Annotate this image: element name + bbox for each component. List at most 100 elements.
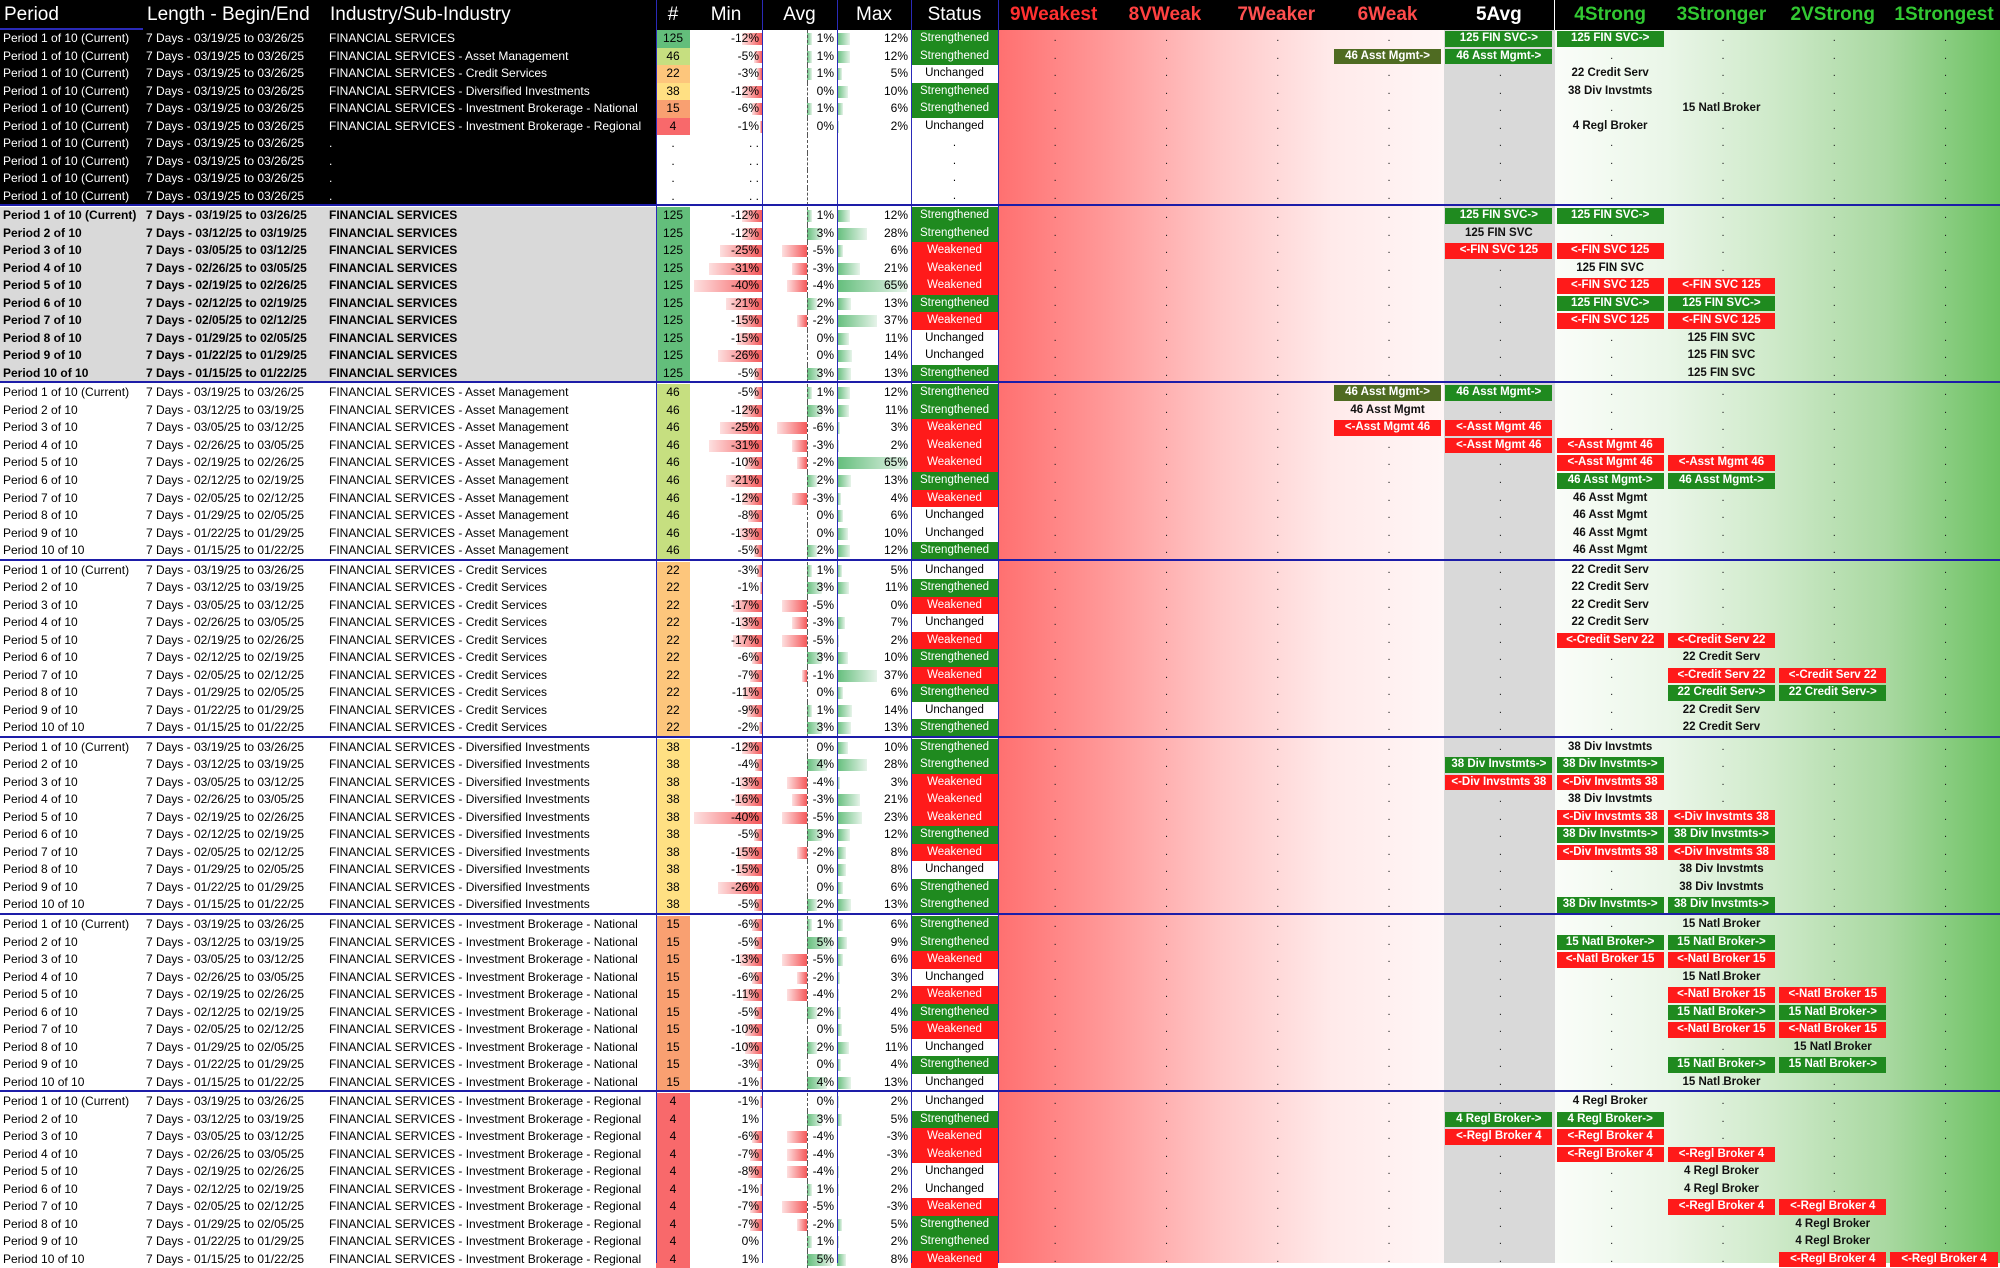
min-cell[interactable]: -31% <box>690 436 762 455</box>
status-badge[interactable]: Weakened <box>911 808 998 827</box>
table-row[interactable]: Period 10 of 10 7 Days - 01/15/25 to 01/2… <box>0 542 2000 560</box>
period-cell[interactable]: Period 1 of 10 (Current) <box>0 47 143 66</box>
zone-header-3[interactable]: 7Weaker <box>1220 0 1332 30</box>
max-cell[interactable]: 23% <box>837 808 911 827</box>
industry-cell[interactable]: FINANCIAL SERVICES - Asset Management <box>326 47 656 66</box>
min-cell[interactable]: -16% <box>690 791 762 809</box>
status-badge[interactable]: Weakened <box>911 436 998 455</box>
status-badge[interactable]: Unchanged <box>911 524 998 543</box>
table-row[interactable]: Period 9 of 10 7 Days - 01/22/25 to 01/29… <box>0 347 2000 365</box>
period-cell[interactable]: Period 8 of 10 <box>0 861 143 879</box>
period-cell[interactable]: Period 5 of 10 <box>0 986 143 1004</box>
rank-label[interactable]: 38 Div Invstmts-> <box>1556 827 1664 843</box>
rank-label[interactable]: <-Natl Broker 15 <box>1556 952 1664 968</box>
avg-cell[interactable] <box>762 135 837 153</box>
table-row[interactable]: Period 1 of 10 (Current) 7 Days - 03/19/2… <box>0 384 2000 402</box>
rank-label[interactable]: 125 FIN SVC-> <box>1667 295 1776 312</box>
status-badge[interactable]: Strengthened <box>911 224 998 243</box>
avg-cell[interactable] <box>762 187 837 206</box>
status-badge[interactable]: Weakened <box>911 1250 998 1268</box>
min-cell[interactable]: -5% <box>690 47 762 66</box>
min-cell[interactable]: -12% <box>690 82 762 101</box>
period-cell[interactable]: Period 10 of 10 <box>0 364 143 383</box>
avg-cell[interactable]: 0% <box>762 861 837 879</box>
industry-cell[interactable]: FINANCIAL SERVICES - Investment Brokerag… <box>326 1198 656 1216</box>
status-badge[interactable]: Strengthened <box>911 294 998 313</box>
length-cell[interactable]: 7 Days - 02/05/25 to 02/12/25 <box>143 666 326 685</box>
avg-cell[interactable] <box>762 152 837 171</box>
max-cell[interactable]: 11% <box>837 579 911 597</box>
status-badge[interactable]: Weakened <box>911 277 998 295</box>
table-row[interactable]: Period 1 of 10 (Current) 7 Days - 03/19/2… <box>0 187 2000 206</box>
length-cell[interactable]: 7 Days - 02/19/25 to 02/26/25 <box>143 631 326 650</box>
count-cell[interactable]: 46 <box>656 419 690 437</box>
max-cell[interactable]: 11% <box>837 1038 911 1057</box>
industry-cell[interactable]: FINANCIAL SERVICES - Credit Services <box>326 666 656 685</box>
length-cell[interactable]: 7 Days - 03/05/25 to 03/12/25 <box>143 596 326 615</box>
status-badge[interactable]: Weakened <box>911 986 998 1004</box>
rank-label[interactable]: <-Credit Serv 22 <box>1667 667 1776 684</box>
table-row[interactable]: Period 1 of 10 (Current) 7 Days - 03/19/2… <box>0 135 2000 153</box>
status-badge[interactable]: Strengthened <box>911 916 998 934</box>
max-cell[interactable]: 3% <box>837 968 911 987</box>
period-cell[interactable]: Period 1 of 10 (Current) <box>0 207 143 225</box>
count-cell[interactable]: 22 <box>656 631 690 650</box>
rank-label[interactable]: 15 Natl Broker-> <box>1667 934 1776 951</box>
avg-cell[interactable]: 1% <box>762 30 837 48</box>
max-cell[interactable]: 14% <box>837 347 911 365</box>
industry-cell[interactable]: FINANCIAL SERVICES - Asset Management <box>326 524 656 543</box>
status-badge[interactable]: Strengthened <box>911 82 998 101</box>
rank-label[interactable]: <-FIN SVC 125 <box>1556 243 1664 259</box>
min-cell[interactable]: -5% <box>690 826 762 844</box>
industry-cell[interactable]: FINANCIAL SERVICES - Asset Management <box>326 436 656 455</box>
max-cell[interactable]: 14% <box>837 701 911 720</box>
rank-label[interactable]: <-FIN SVC 125 <box>1556 278 1664 294</box>
industry-cell[interactable]: FINANCIAL SERVICES - Diversified Investm… <box>326 791 656 809</box>
status-badge[interactable]: Weakened <box>911 312 998 330</box>
max-cell[interactable]: 13% <box>837 1073 911 1092</box>
table-row[interactable]: Period 7 of 10 7 Days - 02/05/25 to 02/12… <box>0 666 2000 685</box>
length-cell[interactable]: 7 Days - 02/12/25 to 02/19/25 <box>143 1003 326 1022</box>
length-cell[interactable]: 7 Days - 02/26/25 to 03/05/25 <box>143 436 326 455</box>
industry-cell[interactable]: FINANCIAL SERVICES - Credit Services <box>326 561 656 580</box>
industry-cell[interactable]: FINANCIAL SERVICES - Diversified Investm… <box>326 878 656 897</box>
avg-cell[interactable]: 3% <box>762 224 837 243</box>
industry-cell[interactable]: FINANCIAL SERVICES - Asset Management <box>326 472 656 490</box>
length-cell[interactable]: 7 Days - 01/15/25 to 01/22/25 <box>143 1250 326 1268</box>
rank-label[interactable]: 22 Credit Serv <box>1571 616 1649 629</box>
status-badge[interactable]: Unchanged <box>911 1163 998 1181</box>
status-badge[interactable]: Strengthened <box>911 1003 998 1022</box>
period-cell[interactable]: Period 7 of 10 <box>0 1021 143 1039</box>
length-cell[interactable]: 7 Days - 02/19/25 to 02/26/25 <box>143 1163 326 1181</box>
avg-cell[interactable]: -4% <box>762 1163 837 1181</box>
rank-label[interactable]: 125 FIN SVC <box>1687 349 1756 362</box>
min-cell[interactable]: -5% <box>690 364 762 383</box>
industry-cell[interactable]: FINANCIAL SERVICES - Credit Services <box>326 65 656 83</box>
status-badge[interactable]: . <box>911 135 998 153</box>
count-cell[interactable]: 38 <box>656 878 690 897</box>
avg-cell[interactable]: 4% <box>762 756 837 774</box>
count-cell[interactable]: 4 <box>656 1250 690 1268</box>
rank-label[interactable]: 46 Asst Mgmt-> <box>1333 385 1442 401</box>
rank-label[interactable]: 38 Div Invstmts-> <box>1556 757 1664 773</box>
length-cell[interactable]: 7 Days - 03/19/25 to 03/26/25 <box>143 47 326 66</box>
min-cell[interactable]: -6% <box>690 1128 762 1146</box>
rank-label[interactable]: 15 Natl Broker-> <box>1667 1057 1776 1073</box>
min-cell[interactable]: -12% <box>690 30 762 48</box>
table-row[interactable]: Period 10 of 10 7 Days - 01/15/25 to 01/2… <box>0 719 2000 737</box>
count-cell[interactable]: 4 <box>656 1180 690 1199</box>
table-row[interactable]: Period 10 of 10 7 Days - 01/15/25 to 01/2… <box>0 896 2000 914</box>
industry-cell[interactable]: FINANCIAL SERVICES - Credit Services <box>326 719 656 737</box>
avg-cell[interactable]: -4% <box>762 277 837 295</box>
rank-label[interactable]: 46 Asst Mgmt <box>1572 509 1648 522</box>
length-cell[interactable]: 7 Days - 03/19/25 to 03/26/25 <box>143 30 326 48</box>
count-cell[interactable]: 22 <box>656 649 690 667</box>
status-badge[interactable]: Strengthened <box>911 30 998 48</box>
count-cell[interactable]: 125 <box>656 242 690 260</box>
industry-cell[interactable]: FINANCIAL SERVICES <box>326 329 656 348</box>
avg-cell[interactable]: 2% <box>762 1038 837 1057</box>
max-cell[interactable]: 12% <box>837 826 911 844</box>
max-cell[interactable]: 11% <box>837 329 911 348</box>
length-cell[interactable]: 7 Days - 03/12/25 to 03/19/25 <box>143 579 326 597</box>
max-cell[interactable]: 13% <box>837 364 911 383</box>
